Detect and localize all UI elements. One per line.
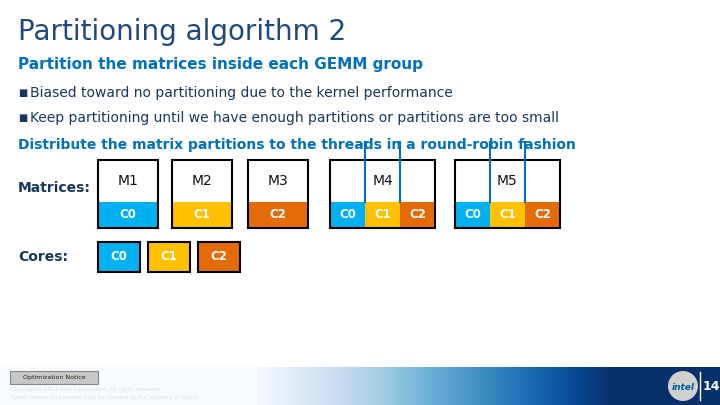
- Text: C0: C0: [120, 209, 136, 222]
- Text: 14: 14: [702, 379, 720, 392]
- Bar: [98, 202, 158, 228]
- Bar: [330, 160, 435, 228]
- Bar: [98, 242, 140, 272]
- Bar: [10, 371, 98, 384]
- Bar: [198, 242, 240, 272]
- Bar: [400, 202, 435, 228]
- Text: M1: M1: [117, 174, 138, 188]
- Text: Matrices:: Matrices:: [18, 181, 91, 195]
- Text: intel: intel: [672, 382, 695, 392]
- Bar: [525, 202, 560, 228]
- Bar: [490, 202, 525, 228]
- Bar: [172, 160, 232, 228]
- Text: Biased toward no partitioning due to the kernel performance: Biased toward no partitioning due to the…: [30, 86, 453, 100]
- Text: C2: C2: [534, 209, 551, 222]
- Bar: [365, 202, 400, 228]
- Text: ■: ■: [18, 88, 27, 98]
- Bar: [330, 160, 435, 228]
- Text: C2: C2: [210, 251, 228, 264]
- Bar: [148, 242, 190, 272]
- Bar: [172, 160, 232, 228]
- Text: C0: C0: [111, 251, 127, 264]
- Text: C0: C0: [464, 209, 481, 222]
- Text: Keep partitioning until we have enough partitions or partitions are too small: Keep partitioning until we have enough p…: [30, 111, 559, 125]
- Text: C2: C2: [269, 209, 287, 222]
- Text: Distribute the matrix partitions to the threads in a round-robin fashion: Distribute the matrix partitions to the …: [18, 138, 576, 152]
- Bar: [455, 202, 490, 228]
- Bar: [455, 160, 560, 228]
- Text: M5: M5: [497, 174, 518, 188]
- Text: *Other names and brands may be claimed as the property of others: *Other names and brands may be claimed a…: [10, 394, 199, 399]
- Bar: [172, 202, 232, 228]
- Text: C2: C2: [409, 209, 426, 222]
- Text: Copyright© 2017 Intel Corporation. All rights reserved.: Copyright© 2017 Intel Corporation. All r…: [10, 386, 161, 392]
- Text: C1: C1: [194, 209, 210, 222]
- Bar: [98, 160, 158, 228]
- Bar: [98, 160, 158, 228]
- Text: M2: M2: [192, 174, 212, 188]
- Text: Optimization Notice: Optimization Notice: [23, 375, 85, 380]
- Text: C1: C1: [374, 209, 391, 222]
- Bar: [248, 202, 308, 228]
- Bar: [455, 160, 560, 228]
- Bar: [248, 160, 308, 228]
- Text: M4: M4: [372, 174, 393, 188]
- Text: M3: M3: [268, 174, 289, 188]
- Text: ■: ■: [18, 113, 27, 123]
- Text: Partitioning algorithm 2: Partitioning algorithm 2: [18, 18, 346, 46]
- Text: Partition the matrices inside each GEMM group: Partition the matrices inside each GEMM …: [18, 58, 423, 72]
- Bar: [330, 202, 365, 228]
- Text: C1: C1: [499, 209, 516, 222]
- Text: C0: C0: [339, 209, 356, 222]
- Bar: [248, 160, 308, 228]
- Text: Cores:: Cores:: [18, 250, 68, 264]
- Circle shape: [668, 371, 698, 401]
- Text: C1: C1: [161, 251, 177, 264]
